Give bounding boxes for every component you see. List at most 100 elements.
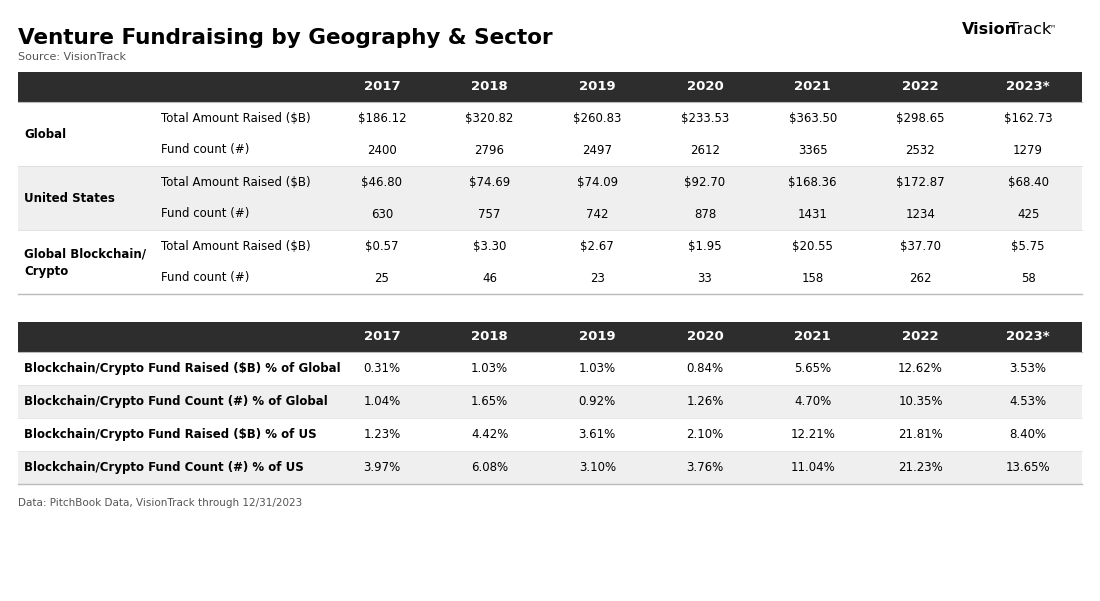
Text: 630: 630 bbox=[371, 207, 393, 221]
Text: 2612: 2612 bbox=[690, 144, 721, 156]
Text: Blockchain/Crypto Fund Raised ($B) % of Global: Blockchain/Crypto Fund Raised ($B) % of … bbox=[24, 362, 341, 375]
Text: $260.83: $260.83 bbox=[573, 112, 622, 124]
Text: Data: PitchBook Data, VisionTrack through 12/31/2023: Data: PitchBook Data, VisionTrack throug… bbox=[18, 498, 303, 508]
Text: $2.67: $2.67 bbox=[581, 240, 614, 252]
Text: 2497: 2497 bbox=[582, 144, 613, 156]
Text: 0.92%: 0.92% bbox=[579, 395, 616, 408]
Text: Global: Global bbox=[24, 127, 66, 141]
Bar bbox=[18, 352, 1082, 385]
Bar bbox=[18, 102, 1082, 134]
Text: 21.23%: 21.23% bbox=[898, 461, 943, 474]
Text: 23: 23 bbox=[590, 272, 605, 284]
Text: 2400: 2400 bbox=[367, 144, 397, 156]
Text: 1279: 1279 bbox=[1013, 144, 1043, 156]
Text: 2021: 2021 bbox=[794, 331, 830, 344]
Text: 12.62%: 12.62% bbox=[898, 362, 943, 375]
Text: 1.65%: 1.65% bbox=[471, 395, 508, 408]
Text: $162.73: $162.73 bbox=[1004, 112, 1053, 124]
Text: $20.55: $20.55 bbox=[792, 240, 833, 252]
Text: Fund count (#): Fund count (#) bbox=[161, 144, 250, 156]
Text: $46.80: $46.80 bbox=[362, 175, 403, 189]
Bar bbox=[18, 418, 1082, 451]
Text: 4.53%: 4.53% bbox=[1010, 395, 1047, 408]
Text: $37.70: $37.70 bbox=[900, 240, 940, 252]
Text: 5.65%: 5.65% bbox=[794, 362, 832, 375]
Text: 2022: 2022 bbox=[902, 81, 938, 94]
Text: 1.23%: 1.23% bbox=[363, 428, 400, 441]
Text: 2018: 2018 bbox=[471, 331, 508, 344]
Text: 2023*: 2023* bbox=[1006, 81, 1050, 94]
Text: 2019: 2019 bbox=[579, 81, 616, 94]
Text: 13.65%: 13.65% bbox=[1005, 461, 1050, 474]
Text: Vision: Vision bbox=[962, 22, 1018, 37]
Text: Fund count (#): Fund count (#) bbox=[161, 272, 250, 284]
Text: 2020: 2020 bbox=[686, 331, 724, 344]
Text: $74.69: $74.69 bbox=[469, 175, 510, 189]
Text: 2017: 2017 bbox=[363, 81, 400, 94]
Text: Fund count (#): Fund count (#) bbox=[161, 207, 250, 221]
Text: $74.09: $74.09 bbox=[576, 175, 618, 189]
Text: 21.81%: 21.81% bbox=[898, 428, 943, 441]
Text: $3.30: $3.30 bbox=[473, 240, 506, 252]
Text: Venture Fundraising by Geography & Sector: Venture Fundraising by Geography & Secto… bbox=[18, 28, 552, 48]
Text: $298.65: $298.65 bbox=[896, 112, 945, 124]
Text: Blockchain/Crypto Fund Raised ($B) % of US: Blockchain/Crypto Fund Raised ($B) % of … bbox=[24, 428, 317, 441]
Text: 33: 33 bbox=[697, 272, 713, 284]
Text: 8.40%: 8.40% bbox=[1010, 428, 1047, 441]
Text: 3.53%: 3.53% bbox=[1010, 362, 1046, 375]
Text: 2020: 2020 bbox=[686, 81, 724, 94]
Text: 12.21%: 12.21% bbox=[790, 428, 835, 441]
Text: 742: 742 bbox=[586, 207, 608, 221]
Text: Global Blockchain/: Global Blockchain/ bbox=[24, 248, 146, 260]
Text: 11.04%: 11.04% bbox=[790, 461, 835, 474]
Text: Total Amount Raised ($B): Total Amount Raised ($B) bbox=[161, 240, 310, 252]
Text: $1.95: $1.95 bbox=[689, 240, 722, 252]
Text: 3.10%: 3.10% bbox=[579, 461, 616, 474]
Text: ™: ™ bbox=[1047, 23, 1057, 33]
Text: 3.97%: 3.97% bbox=[363, 461, 400, 474]
Bar bbox=[18, 230, 1082, 262]
Text: $363.50: $363.50 bbox=[789, 112, 837, 124]
Text: 10.35%: 10.35% bbox=[899, 395, 943, 408]
Text: 2023*: 2023* bbox=[1006, 331, 1050, 344]
Text: 6.08%: 6.08% bbox=[471, 461, 508, 474]
Bar bbox=[18, 198, 1082, 230]
Text: 878: 878 bbox=[694, 207, 716, 221]
Text: $186.12: $186.12 bbox=[358, 112, 406, 124]
Text: 1.04%: 1.04% bbox=[363, 395, 400, 408]
Text: $5.75: $5.75 bbox=[1011, 240, 1045, 252]
Text: 1234: 1234 bbox=[905, 207, 935, 221]
Text: 2532: 2532 bbox=[905, 144, 935, 156]
Text: 2019: 2019 bbox=[579, 331, 616, 344]
Text: 3.61%: 3.61% bbox=[579, 428, 616, 441]
Text: 0.84%: 0.84% bbox=[686, 362, 724, 375]
Text: 46: 46 bbox=[482, 272, 497, 284]
Text: 2.10%: 2.10% bbox=[686, 428, 724, 441]
Text: 2017: 2017 bbox=[363, 331, 400, 344]
Text: 757: 757 bbox=[478, 207, 500, 221]
Text: 3365: 3365 bbox=[798, 144, 827, 156]
Text: 1.03%: 1.03% bbox=[579, 362, 616, 375]
Text: 1.26%: 1.26% bbox=[686, 395, 724, 408]
Bar bbox=[18, 166, 1082, 198]
Text: $68.40: $68.40 bbox=[1008, 175, 1048, 189]
Text: Blockchain/Crypto Fund Count (#) % of US: Blockchain/Crypto Fund Count (#) % of US bbox=[24, 461, 304, 474]
Text: 4.42%: 4.42% bbox=[471, 428, 508, 441]
Text: Crypto: Crypto bbox=[24, 264, 68, 278]
Text: Total Amount Raised ($B): Total Amount Raised ($B) bbox=[161, 112, 310, 124]
Text: 262: 262 bbox=[910, 272, 932, 284]
Text: Total Amount Raised ($B): Total Amount Raised ($B) bbox=[161, 175, 310, 189]
Text: 158: 158 bbox=[802, 272, 824, 284]
Bar bbox=[18, 134, 1082, 166]
Text: $168.36: $168.36 bbox=[789, 175, 837, 189]
Text: United States: United States bbox=[24, 192, 114, 204]
Bar bbox=[18, 385, 1082, 418]
Text: Blockchain/Crypto Fund Count (#) % of Global: Blockchain/Crypto Fund Count (#) % of Gl… bbox=[24, 395, 328, 408]
Text: 0.31%: 0.31% bbox=[363, 362, 400, 375]
Text: $320.82: $320.82 bbox=[465, 112, 514, 124]
Text: 2796: 2796 bbox=[474, 144, 505, 156]
Text: Source: VisionTrack: Source: VisionTrack bbox=[18, 52, 126, 62]
Text: $233.53: $233.53 bbox=[681, 112, 729, 124]
Text: 2018: 2018 bbox=[471, 81, 508, 94]
Bar bbox=[18, 262, 1082, 294]
